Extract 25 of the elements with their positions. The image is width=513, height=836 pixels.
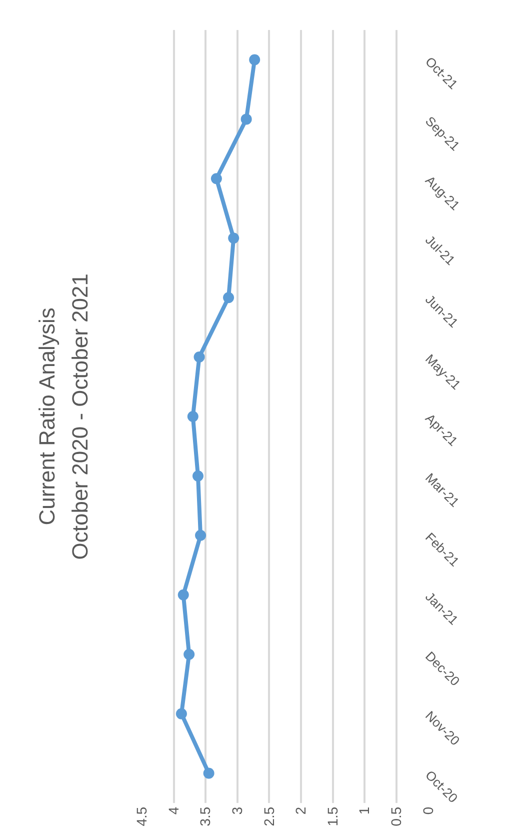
point <box>176 708 187 720</box>
text: Current Ratio Analysis <box>34 308 60 526</box>
point <box>203 768 214 779</box>
text: October 2020 - October 2021 <box>68 274 93 560</box>
x-tick-label: 1.5 <box>324 806 340 826</box>
point <box>187 411 198 422</box>
x-tick-label: 2 <box>292 806 309 815</box>
x-tick-label: 3 <box>228 806 245 815</box>
point <box>249 54 260 66</box>
point <box>223 292 234 304</box>
point <box>240 114 252 125</box>
point <box>184 648 195 660</box>
x-tick-label: 2.5 <box>260 806 277 826</box>
x-tick-label: 4.5 <box>134 806 150 826</box>
x-tick-label: 0.5 <box>388 806 404 826</box>
point <box>194 352 205 363</box>
x-tick-label: 1 <box>356 806 372 815</box>
x-tick-label: 3.5 <box>197 806 214 826</box>
x-tick-label: 0 <box>420 806 436 815</box>
point <box>210 173 222 184</box>
x-tick-label: 4 <box>165 806 182 815</box>
point <box>228 232 240 244</box>
point <box>192 470 204 482</box>
point <box>178 589 189 600</box>
point <box>195 530 206 541</box>
